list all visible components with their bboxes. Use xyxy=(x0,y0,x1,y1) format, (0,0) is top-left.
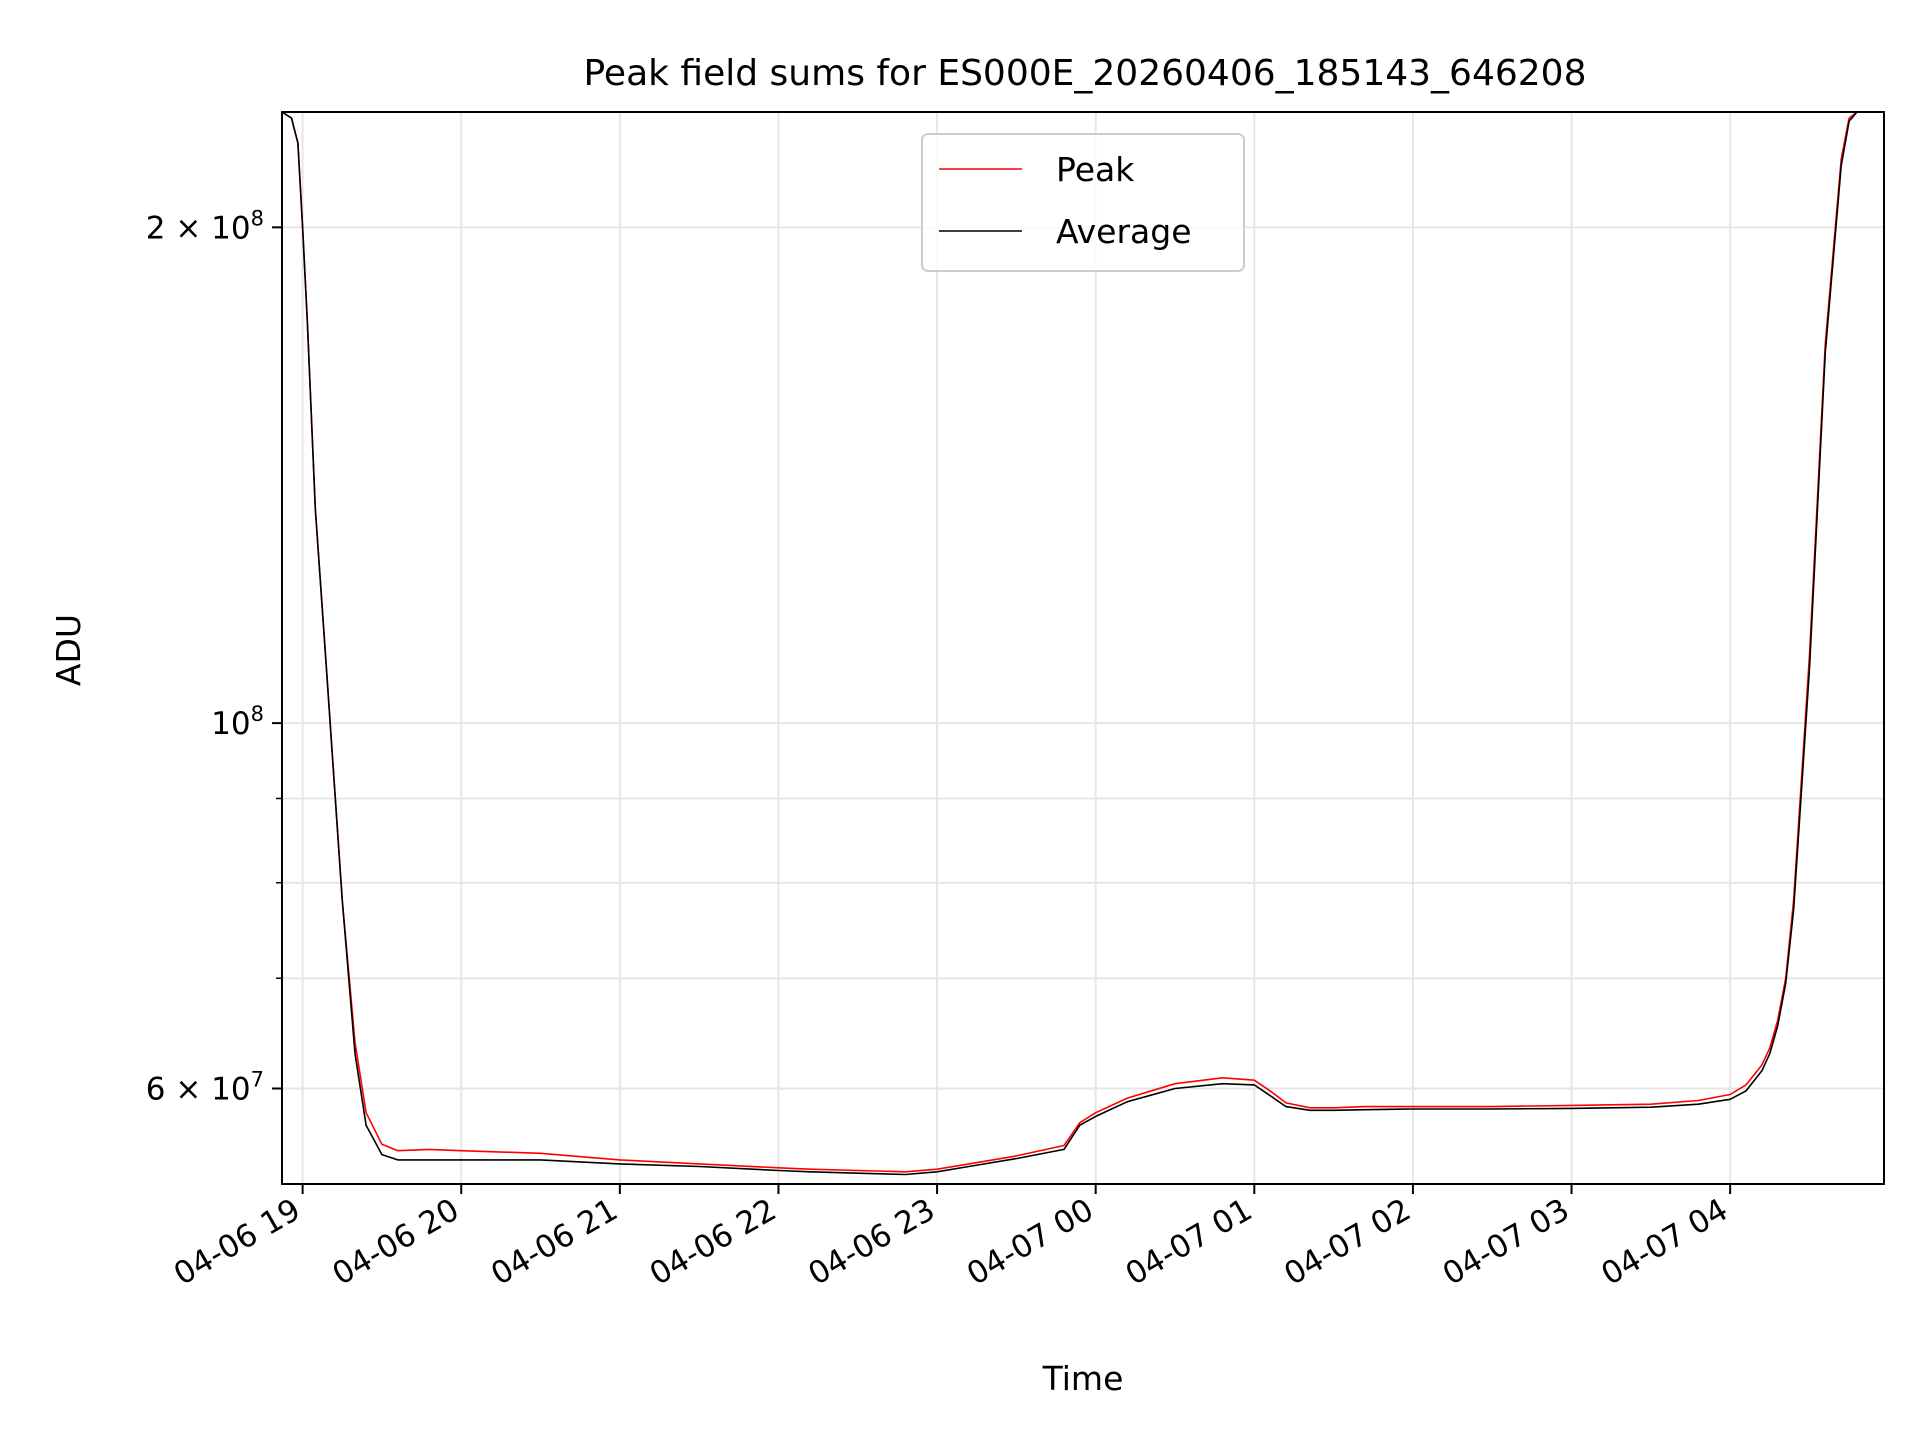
y-tick-label: 6 × 107 xyxy=(146,1067,264,1107)
y-tick-label-exponent: 7 xyxy=(251,1067,264,1091)
gridlines xyxy=(282,112,1884,1184)
legend-label-average: Average xyxy=(1056,212,1192,251)
legend-label-peak: Peak xyxy=(1056,150,1135,189)
x-axis-label: Time xyxy=(1042,1359,1124,1398)
y-tick-label-exponent: 8 xyxy=(251,702,264,726)
y-tick-label: 2 × 108 xyxy=(146,206,264,246)
y-tick-label-base: 10 xyxy=(211,706,250,742)
y-axis-label: ADU xyxy=(49,614,88,686)
chart-title: Peak field sums for ES000E_20260406_1851… xyxy=(584,53,1587,94)
y-tick-label-base: 2 × 10 xyxy=(146,210,251,246)
legend: Peak Average xyxy=(921,133,1245,272)
y-tick-label-base: 6 × 10 xyxy=(146,1071,251,1107)
series-layer xyxy=(281,111,1884,1176)
plot-frame xyxy=(281,111,1885,1185)
series-line-peak xyxy=(281,111,1884,1173)
y-tick-label-exponent: 8 xyxy=(251,206,264,230)
y-tick-label: 108 xyxy=(211,702,264,742)
series-line-average xyxy=(281,111,1884,1176)
